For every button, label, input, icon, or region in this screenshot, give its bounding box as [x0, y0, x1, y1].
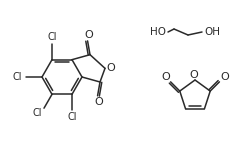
Text: O: O	[94, 97, 103, 107]
Text: Cl: Cl	[67, 112, 77, 122]
Text: HO: HO	[150, 27, 166, 37]
Text: OH: OH	[204, 27, 220, 37]
Text: O: O	[220, 72, 229, 82]
Text: Cl: Cl	[12, 72, 22, 82]
Text: O: O	[107, 63, 115, 73]
Text: O: O	[190, 70, 198, 80]
Text: O: O	[84, 30, 93, 40]
Text: Cl: Cl	[47, 32, 57, 42]
Text: O: O	[161, 72, 170, 82]
Text: Cl: Cl	[32, 108, 42, 118]
